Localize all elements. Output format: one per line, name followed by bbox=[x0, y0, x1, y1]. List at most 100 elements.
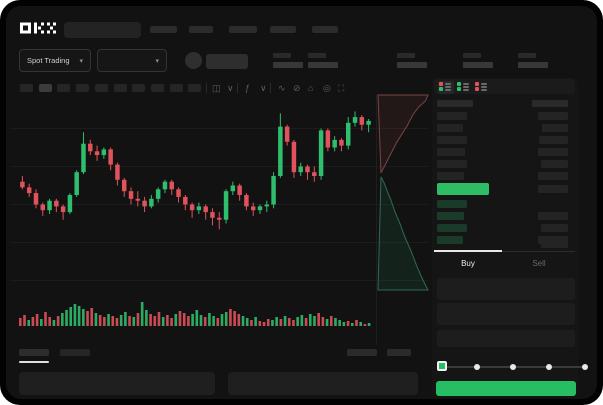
bid-amount-bar[interactable] bbox=[541, 224, 568, 232]
market-type-label: Spot Trading bbox=[27, 56, 70, 65]
ask-amount-bar[interactable] bbox=[542, 124, 568, 132]
ask-amount-bar[interactable] bbox=[538, 185, 568, 193]
stat-value bbox=[273, 62, 303, 68]
timeframe-button[interactable] bbox=[113, 84, 127, 92]
bid-amount-bar[interactable] bbox=[538, 236, 568, 244]
timeframe-button[interactable] bbox=[150, 84, 164, 92]
total-input[interactable] bbox=[437, 330, 575, 347]
timeframe-button[interactable] bbox=[20, 84, 33, 92]
buy-tab[interactable]: Buy bbox=[461, 258, 475, 268]
slider-stop[interactable] bbox=[510, 364, 516, 370]
history-panel-placeholder[interactable] bbox=[228, 372, 418, 395]
ask-price-bar[interactable] bbox=[437, 148, 465, 156]
nav-item[interactable] bbox=[150, 26, 177, 33]
sell-tab[interactable]: Sell bbox=[532, 258, 546, 268]
bottom-control-placeholder[interactable] bbox=[387, 349, 411, 356]
stat-value bbox=[397, 62, 427, 68]
bottom-tab[interactable] bbox=[60, 349, 90, 356]
bid-amount-bar[interactable] bbox=[541, 242, 568, 248]
stat-label bbox=[273, 53, 291, 58]
indicators-icon[interactable]: ƒ bbox=[245, 83, 251, 93]
ticker-stat bbox=[273, 53, 307, 69]
coin-avatar bbox=[185, 52, 202, 69]
nav-item[interactable] bbox=[312, 26, 338, 33]
ask-price-bar[interactable] bbox=[437, 160, 467, 168]
chevron-down-icon[interactable]: ∨ bbox=[227, 83, 234, 93]
stat-value bbox=[308, 62, 338, 68]
ticker-stat bbox=[397, 53, 431, 69]
stat-value bbox=[463, 62, 493, 68]
camera-icon[interactable]: ⌂ bbox=[308, 83, 314, 93]
amount-input[interactable] bbox=[437, 303, 575, 325]
okx-logo[interactable] bbox=[20, 21, 60, 36]
nav-item[interactable] bbox=[270, 26, 296, 33]
bid-price-bar[interactable] bbox=[437, 224, 467, 232]
bottom-control-placeholder[interactable] bbox=[347, 349, 377, 356]
ask-amount-bar[interactable] bbox=[538, 112, 568, 120]
fullscreen-icon[interactable]: ⛶ bbox=[338, 83, 345, 93]
nav-item[interactable] bbox=[229, 26, 257, 33]
nav-item[interactable] bbox=[189, 26, 213, 33]
eraser-icon[interactable]: ⊘ bbox=[293, 83, 301, 93]
slider-stop[interactable] bbox=[582, 364, 588, 370]
search-input[interactable] bbox=[64, 22, 141, 38]
stat-label bbox=[518, 53, 536, 58]
bid-amount-bar[interactable] bbox=[538, 212, 568, 220]
chevron-down-icon: ▾ bbox=[79, 57, 83, 65]
ticker-stat bbox=[463, 53, 497, 69]
stat-label bbox=[463, 53, 481, 58]
ask-price-bar[interactable] bbox=[437, 112, 467, 120]
stat-label bbox=[397, 53, 415, 58]
orderbook-toolbar bbox=[434, 79, 575, 94]
ask-amount-bar[interactable] bbox=[538, 172, 568, 180]
last-price-highlight[interactable] bbox=[437, 183, 489, 195]
stat-value bbox=[518, 62, 548, 68]
ask-amount-bar[interactable] bbox=[538, 148, 568, 156]
timeframe-button[interactable] bbox=[38, 84, 52, 92]
book-mode-asks-icon[interactable] bbox=[474, 81, 490, 94]
bid-price-bar[interactable] bbox=[437, 212, 464, 220]
amount-slider-handle[interactable] bbox=[437, 361, 447, 371]
market-type-dropdown[interactable]: Spot Trading ▾ bbox=[19, 49, 91, 72]
candle-style-icon[interactable]: ◫ bbox=[212, 83, 221, 93]
divider bbox=[270, 83, 271, 93]
price-input[interactable] bbox=[437, 278, 575, 300]
buy-tab-indicator bbox=[434, 250, 502, 252]
ask-price-bar[interactable] bbox=[437, 172, 464, 180]
timeframe-button[interactable] bbox=[94, 84, 108, 92]
ask-price-bar[interactable] bbox=[437, 136, 467, 144]
chevron-down-icon: ▾ bbox=[155, 57, 159, 65]
pair-selector-dropdown[interactable]: ▾ bbox=[97, 49, 167, 72]
bottom-tab-underline bbox=[19, 361, 49, 363]
timeframe-button[interactable] bbox=[57, 84, 71, 92]
chevron-down-icon[interactable]: ∨ bbox=[260, 83, 267, 93]
book-mode-bids-icon[interactable] bbox=[456, 81, 472, 94]
okx-logo-glyph bbox=[20, 22, 56, 34]
ask-amount-bar[interactable] bbox=[539, 136, 568, 144]
bid-price-bar[interactable] bbox=[437, 200, 467, 208]
timeframe-button[interactable] bbox=[132, 84, 146, 92]
orders-panel-placeholder[interactable] bbox=[19, 372, 215, 395]
bid-price-bar[interactable] bbox=[437, 236, 463, 244]
divider bbox=[237, 83, 238, 93]
settings-icon[interactable]: ◎ bbox=[323, 83, 331, 93]
ticker-stat bbox=[308, 53, 342, 69]
buy-submit-button[interactable] bbox=[436, 381, 576, 396]
ticker-stat bbox=[518, 53, 552, 69]
timeframe-button[interactable] bbox=[169, 84, 183, 92]
timeframe-button[interactable] bbox=[76, 84, 90, 92]
line-tool-icon[interactable]: ∿ bbox=[278, 83, 286, 93]
ask-price-bar[interactable] bbox=[437, 124, 463, 132]
pair-name-placeholder bbox=[206, 54, 248, 69]
slider-stop[interactable] bbox=[546, 364, 552, 370]
timeframe-button[interactable] bbox=[188, 84, 202, 92]
stat-label bbox=[308, 53, 326, 58]
book-mode-both-icon[interactable] bbox=[438, 81, 454, 94]
slider-stop[interactable] bbox=[474, 364, 480, 370]
ask-amount-bar[interactable] bbox=[541, 160, 568, 168]
bottom-tab-active[interactable] bbox=[19, 349, 49, 356]
